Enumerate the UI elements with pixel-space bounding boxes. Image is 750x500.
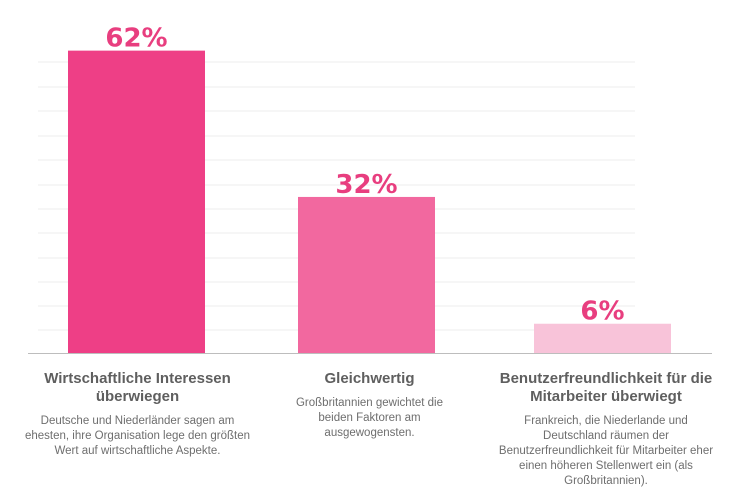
value-labels: 62% 32% 6%	[105, 24, 624, 327]
bar-value-label: 6%	[580, 297, 624, 327]
category-title: Gleichwertig	[324, 370, 415, 387]
category-block-gleichwertig: Gleichwertig Großbritannien gewichtet di…	[272, 370, 467, 441]
category-description: Großbritannien gewichtet die beiden Fakt…	[295, 397, 444, 439]
category-description: Deutsche und Niederländer sagen am ehest…	[24, 415, 251, 457]
bar	[534, 323, 671, 353]
bar	[298, 196, 435, 353]
category-block-benutzerfreundlichkeit: Benutzerfreundlichkeit für die Mitarbeit…	[475, 370, 737, 489]
bar	[68, 50, 205, 353]
category-block-wirtschaftliche-interessen: Wirtschaftliche Interessen überwiegen De…	[10, 370, 265, 459]
category-description: Frankreich, die Niederlande und Deutschl…	[498, 415, 714, 487]
bar-value-label: 32%	[335, 170, 397, 200]
category-title: Wirtschaftliche Interessen überwiegen	[44, 370, 231, 405]
category-title: Benutzerfreundlichkeit für die Mitarbeit…	[499, 370, 713, 405]
bar-value-label: 62%	[105, 24, 167, 54]
bars	[68, 50, 671, 353]
